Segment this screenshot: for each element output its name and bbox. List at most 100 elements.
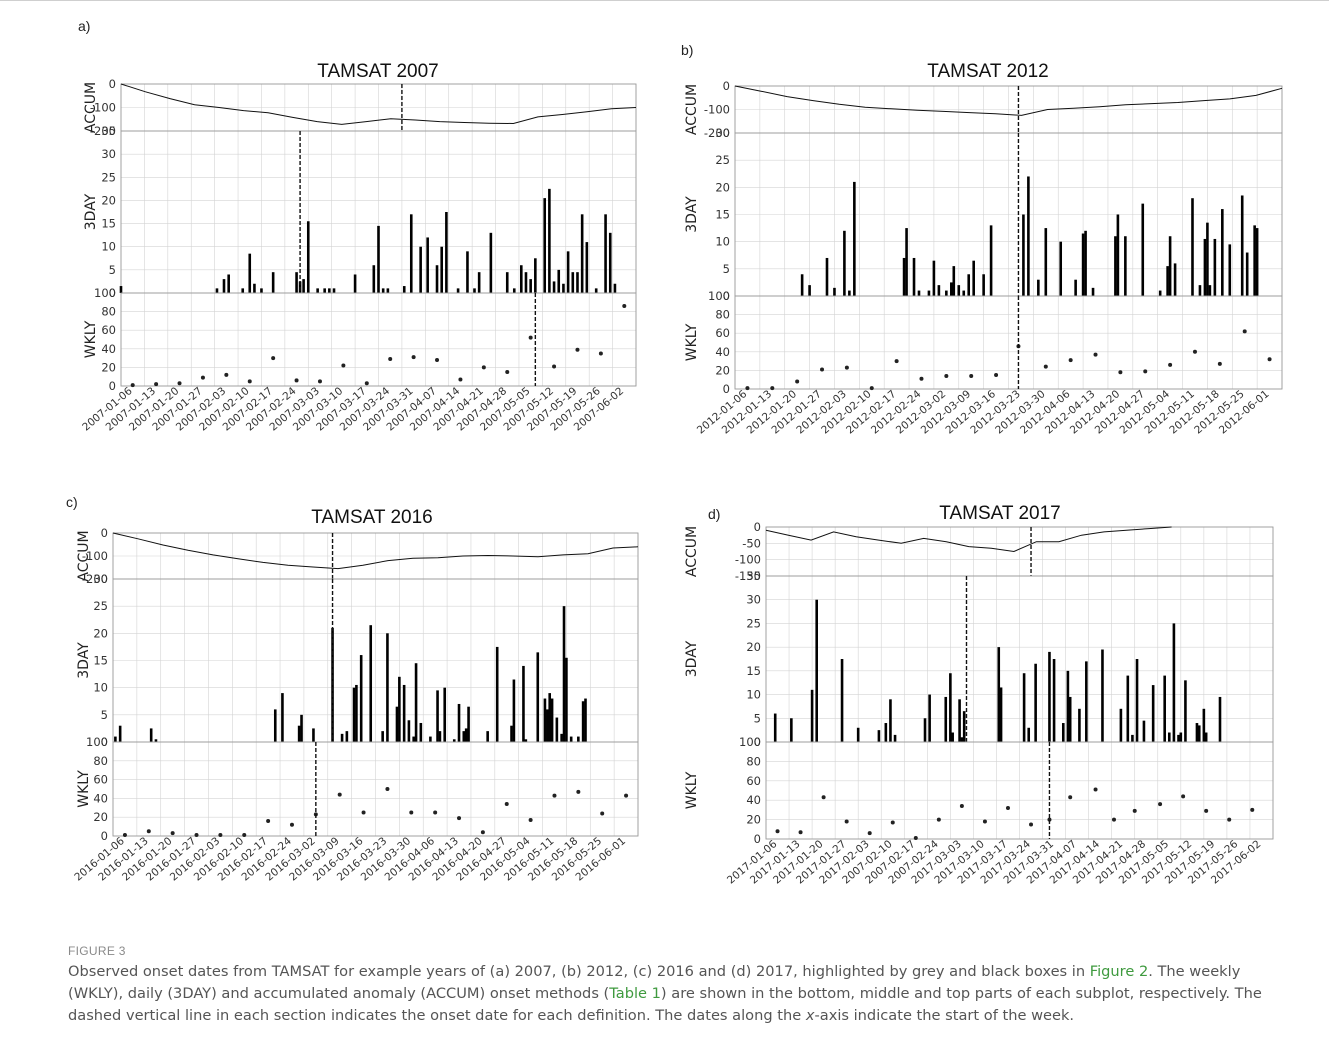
y-tick-label: 5 [109,263,116,277]
daily-bar [1059,241,1063,296]
y-tick-label: 25 [715,153,730,167]
daily-bar [114,736,117,742]
y-tick-label: 20 [93,626,108,640]
y-tick-label: 100 [86,735,108,749]
weekly-point [194,833,199,838]
daily-bar [584,698,587,742]
y-tick-label: 30 [746,593,761,607]
section-frame [112,741,639,837]
y-tick-label: 0 [109,379,116,393]
daily-bar [1091,287,1095,296]
caption-text-part: . The weekly (WKLY), daily (3DAY) and ac… [68,963,1241,1002]
figure-2-link[interactable]: Figure 2 [1089,963,1149,980]
y-tick-label: 20 [746,813,761,827]
daily-bar [562,283,565,293]
daily-bar [519,265,523,293]
daily-bar [1208,285,1212,296]
daily-bar [1172,623,1176,742]
weekly-point [242,833,247,838]
daily-bar [372,265,376,293]
daily-bar [604,214,607,293]
weekly-point [576,789,581,794]
daily-bar [1116,214,1120,296]
daily-bar [316,288,319,293]
daily-bar [402,684,406,742]
daily-bar [386,633,389,742]
weekly-point [600,811,605,816]
daily-bar [840,659,844,742]
daily-bar [395,706,399,742]
daily-bar [419,246,422,293]
weekly-point [154,382,159,387]
daily-bar [555,717,559,742]
daily-bar [1198,285,1202,296]
daily-bar [398,676,401,742]
daily-bar [569,736,573,742]
y-tick-label: 20 [746,640,761,654]
daily-bar [381,731,384,742]
daily-bar [271,272,275,293]
daily-bar [260,288,263,293]
weekly-point [435,357,440,362]
caption-text-x-italic: x [805,1007,815,1024]
weekly-point [385,787,390,791]
daily-bar [386,288,390,293]
caption-text-part: Observed onset dates from TAMSAT for exa… [68,963,1090,980]
y-tick-label: 10 [93,681,108,695]
weekly-point [1143,369,1148,374]
weekly-point [890,820,895,825]
panel-label: b) [681,42,693,58]
daily-bar [355,684,358,742]
daily-bar [512,679,516,742]
weekly-point [1093,787,1098,792]
daily-bar [438,731,442,742]
y-tick-label: 30 [101,147,116,161]
daily-bar [1044,228,1048,296]
daily-bar [902,257,906,296]
daily-bar [580,214,584,293]
weekly-point [1250,807,1255,812]
weekly-point [1168,362,1173,367]
daily-bar [927,290,931,296]
daily-bar [1253,225,1256,296]
daily-bar [546,709,549,742]
y-tick-label: 60 [746,774,761,788]
daily-bar [1066,670,1070,742]
accum-series-line [112,532,639,570]
daily-bar [912,257,916,296]
y-tick-label: 20 [715,180,730,194]
daily-bar [1124,236,1127,296]
daily-section: 0 5 10 15 20 25 30 35 3DAY [83,124,637,300]
weekly-point [1227,817,1232,822]
weekly-point [1111,817,1116,822]
daily-bar [409,214,413,293]
daily-bar [825,257,829,296]
daily-bar [1158,290,1162,296]
daily-bar [1048,651,1051,742]
daily-bar [952,266,956,296]
weekly-point [224,372,229,377]
weekly-point [528,335,533,340]
weekly-point [200,375,205,380]
daily-bar [429,736,432,742]
daily-bar [815,599,818,742]
daily-bar [937,285,941,296]
daily-bar [529,279,532,293]
y-tick-label: 15 [715,208,730,222]
weekly-point [1047,817,1052,822]
weekly-point [936,817,941,822]
y-tick-label: 25 [93,599,108,613]
weekly-point [361,810,366,815]
table-1-link[interactable]: Table 1 [609,985,661,1002]
chart-title: TAMSAT 2012 [927,61,1048,82]
weekly-point [271,356,276,361]
y-tick-label: 80 [93,754,108,768]
y-tick-label: 60 [101,323,116,337]
weekly-point [1242,329,1247,334]
daily-bar [962,290,966,296]
y-tick-label: 0 [723,79,730,93]
daily-bar [1061,723,1065,742]
daily-bar [1228,244,1232,296]
weekly-point [869,386,874,391]
daily-bar [585,242,589,293]
